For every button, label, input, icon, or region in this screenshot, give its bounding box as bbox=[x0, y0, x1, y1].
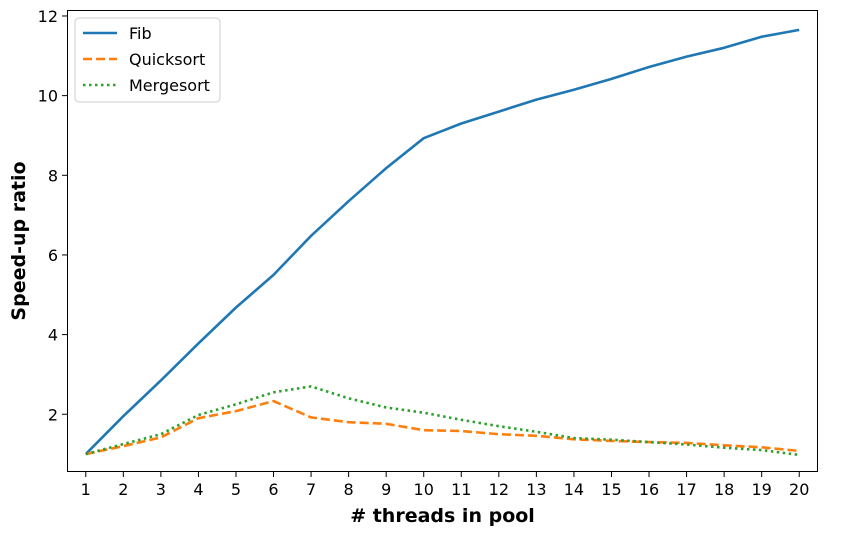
x-tick-label: 20 bbox=[789, 480, 809, 499]
y-tick-label: 10 bbox=[38, 87, 58, 106]
x-tick-label: 11 bbox=[451, 480, 471, 499]
x-tick-label: 8 bbox=[344, 480, 354, 499]
x-tick-label: 19 bbox=[751, 480, 771, 499]
series-line-quicksort bbox=[85, 399, 800, 456]
legend-label-fib: Fib bbox=[129, 24, 152, 43]
x-tick-label: 13 bbox=[526, 480, 546, 499]
x-axis-title: # threads in pool bbox=[350, 505, 535, 527]
x-tick-label: 6 bbox=[268, 480, 278, 499]
legend-box bbox=[74, 17, 221, 103]
y-axis-title: Speed-up ratio bbox=[8, 161, 30, 320]
legend-label-mergesort: Mergesort bbox=[129, 76, 210, 95]
x-tick-label: 17 bbox=[676, 480, 696, 499]
x-tick-label: 10 bbox=[414, 480, 434, 499]
x-tick-label: 5 bbox=[231, 480, 241, 499]
x-tick-label: 2 bbox=[118, 480, 128, 499]
y-tick-label: 8 bbox=[48, 166, 58, 185]
x-tick-label: 14 bbox=[564, 480, 584, 499]
x-tick-label: 3 bbox=[156, 480, 166, 499]
y-tick-label: 6 bbox=[48, 246, 58, 265]
series-line-mergesort bbox=[85, 385, 800, 457]
x-tick-label: 12 bbox=[489, 480, 509, 499]
x-tick-label: 7 bbox=[306, 480, 316, 499]
x-tick-label: 4 bbox=[193, 480, 203, 499]
x-tick-label: 18 bbox=[714, 480, 734, 499]
y-tick-label: 12 bbox=[38, 7, 58, 26]
series-line-fib bbox=[84, 28, 800, 456]
x-tick-label: 16 bbox=[639, 480, 659, 499]
legend: Fib Quicksort Mergesort bbox=[74, 17, 221, 103]
legend-label-quicksort: Quicksort bbox=[129, 50, 205, 69]
y-tick-label: 2 bbox=[48, 405, 58, 424]
x-axis-ticks: 1 2 3 4 5 6 7 8 9 10 11 12 13 14 15 16 17 18 19 20 bbox=[81, 472, 809, 499]
y-tick-label: 4 bbox=[48, 326, 58, 345]
x-tick-label: 1 bbox=[81, 480, 91, 499]
x-tick-label: 9 bbox=[381, 480, 391, 499]
y-axis-ticks: 2 4 6 8 10 12 bbox=[38, 7, 67, 424]
plot-frame bbox=[67, 10, 818, 472]
x-tick-label: 15 bbox=[601, 480, 621, 499]
series-layer bbox=[84, 28, 800, 457]
